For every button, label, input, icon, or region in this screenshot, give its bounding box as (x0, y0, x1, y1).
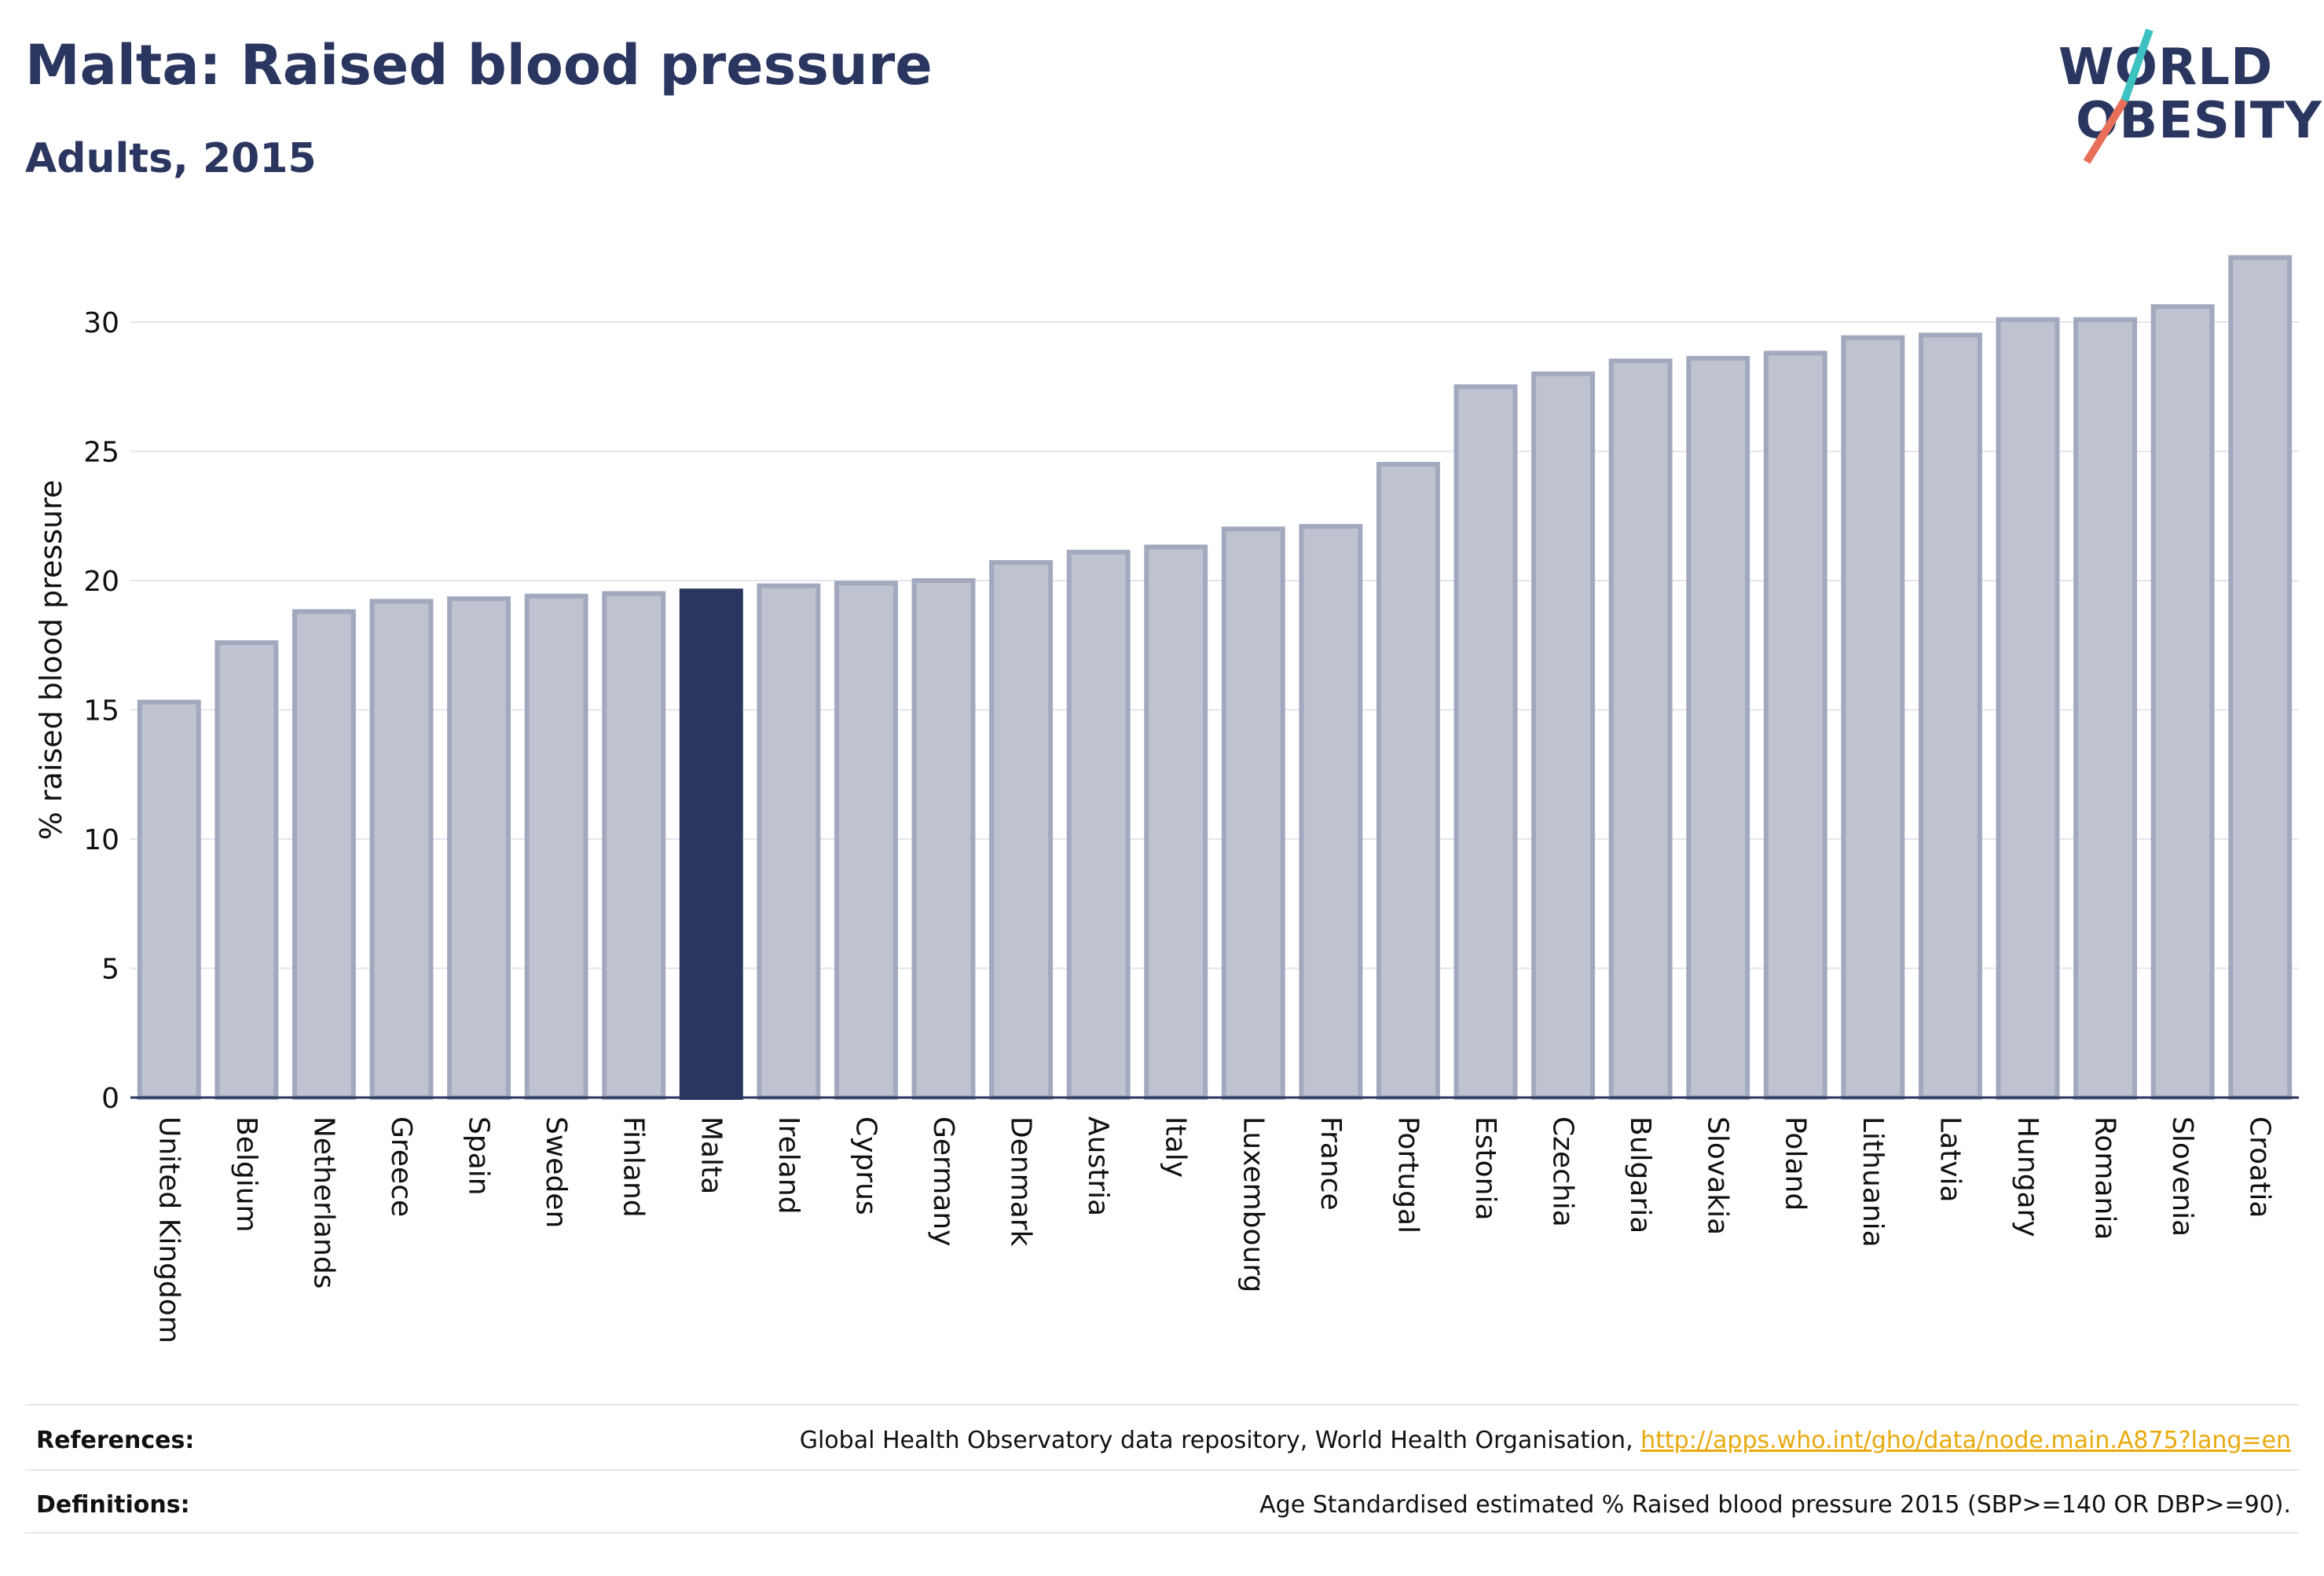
axes: 0 5 10 15 20 25 30 United Kingdom Belgium Netherl… (83, 307, 2299, 1343)
references-link[interactable]: http://apps.who.int/gho/data/node.main.A… (1640, 1427, 2291, 1454)
x-tick-label: Finland (618, 1116, 650, 1218)
bar-hungary (1996, 317, 2060, 1100)
x-tick-label: Belgium (230, 1116, 262, 1233)
y-tick-label: 0 (101, 1083, 119, 1115)
x-tick-label: Latvia (1934, 1116, 1966, 1203)
bar-poland (1763, 350, 1827, 1101)
x-tick-label: United Kingdom (152, 1116, 185, 1343)
x-tick-label: Greece (385, 1116, 417, 1217)
logo-line-1: WORLD (2058, 38, 2274, 97)
bar-croatia (2228, 255, 2293, 1100)
bar-slovakia (1686, 356, 1750, 1100)
footer-divider (25, 1404, 2299, 1406)
y-tick-label: 10 (83, 824, 119, 856)
bar-romania (2073, 317, 2138, 1100)
references-text: Global Health Observatory data repositor… (800, 1427, 2291, 1454)
bar-slovenia (2150, 304, 2215, 1100)
x-tick-label: Cyprus (849, 1116, 882, 1215)
bar-czechia (1531, 371, 1596, 1101)
x-tick-label: Denmark (1005, 1116, 1037, 1247)
bar-austria (1066, 549, 1131, 1100)
chart-title: Malta: Raised blood pressure (25, 33, 933, 97)
bar-belgium (214, 640, 279, 1100)
bar-lithuania (1841, 335, 1905, 1101)
x-tick-label: Czechia (1547, 1116, 1579, 1227)
y-axis-label: % raised blood pressure (34, 480, 68, 841)
bar-spain (447, 596, 511, 1100)
x-tick-label: Slovenia (2166, 1116, 2198, 1237)
bar-germany (911, 578, 976, 1100)
y-tick-label: 15 (83, 695, 119, 728)
bar-denmark (989, 559, 1054, 1101)
world-obesity-logo: WORLD OBESITY (2043, 24, 2322, 165)
y-tick-label: 20 (83, 566, 119, 598)
x-tick-label: Lithuania (1857, 1116, 1889, 1248)
x-tick-label: Portugal (1391, 1116, 1424, 1233)
x-tick-label: Estonia (1469, 1116, 1501, 1221)
x-tick-label: Slovakia (1702, 1116, 1734, 1235)
x-tick-label: Romania (2089, 1116, 2121, 1240)
bar-italy (1144, 544, 1208, 1101)
bars (137, 255, 2293, 1101)
bar-estonia (1453, 384, 1518, 1100)
x-tick-label: Luxembourg (1237, 1116, 1269, 1292)
logo-slash-icon (2083, 28, 2154, 164)
definitions-text: Age Standardised estimated % Raised bloo… (1259, 1491, 2291, 1519)
x-tick-label: Ireland (772, 1116, 805, 1215)
x-tick-label: Poland (1779, 1116, 1811, 1211)
bar-united-kingdom (137, 699, 201, 1100)
chart-subtitle: Adults, 2015 (25, 135, 317, 182)
x-tick-label: Hungary (2011, 1116, 2044, 1237)
bar-chart: 0 5 10 15 20 25 30 United Kingdom Belgium Netherl… (34, 255, 2299, 1343)
references-source: Global Health Observatory data repositor… (799, 1427, 1641, 1454)
bar-france (1299, 523, 1363, 1101)
bar-finland (602, 591, 666, 1100)
y-tick-label: 5 (101, 954, 119, 986)
bar-latvia (1918, 332, 1982, 1100)
bar-sweden (524, 593, 588, 1100)
x-tick-label: Austria (1082, 1116, 1114, 1216)
logo-line-2: OBESITY (2076, 92, 2322, 150)
bar-luxembourg (1221, 526, 1285, 1100)
footer-divider (25, 1532, 2299, 1534)
x-tick-label: Netherlands (307, 1116, 339, 1288)
x-tick-label: Malta (695, 1116, 727, 1194)
bar-malta (679, 588, 743, 1101)
bar-netherlands (291, 609, 356, 1101)
bar-ireland (757, 583, 821, 1100)
x-tick-label: Germany (927, 1116, 959, 1246)
y-tick-label: 25 (83, 437, 119, 469)
definitions-label: Definitions: (36, 1491, 190, 1519)
x-tick-label: Sweden (540, 1116, 572, 1228)
bar-portugal (1376, 461, 1440, 1100)
x-tick-label: Croatia (2244, 1116, 2276, 1218)
footer-divider (25, 1469, 2299, 1471)
bar-bulgaria (1608, 358, 1673, 1101)
x-tick-label: Italy (1160, 1116, 1192, 1178)
x-tick-label: Spain (463, 1116, 495, 1196)
references-label: References: (36, 1427, 195, 1454)
y-tick-label: 30 (83, 307, 119, 339)
x-tick-label: Bulgaria (1624, 1116, 1656, 1233)
x-tick-label: France (1314, 1116, 1347, 1211)
bar-greece (369, 599, 434, 1100)
bar-cyprus (834, 581, 898, 1101)
